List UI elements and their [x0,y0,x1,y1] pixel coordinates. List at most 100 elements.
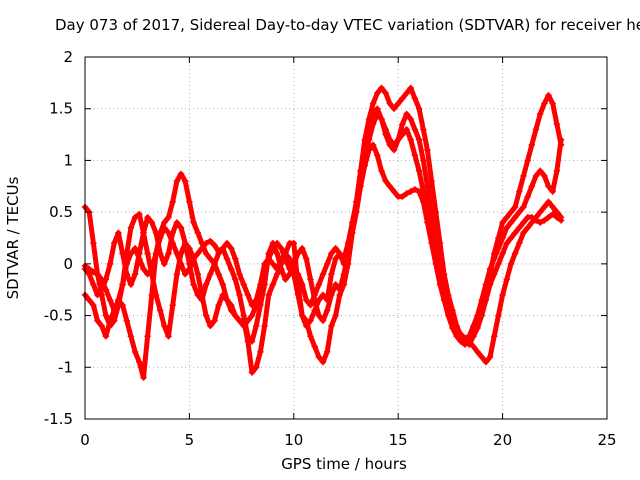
data-point [294,271,302,278]
data-point [98,276,105,283]
data-point [482,296,490,304]
data-point [511,203,519,211]
data-point [98,322,105,330]
data-point [253,296,260,304]
data-point [545,92,552,99]
data-point [491,333,498,340]
x-tick-label: 5 [185,431,195,449]
data-point [290,240,297,247]
data-point [432,208,439,216]
data-point [403,126,410,133]
x-tick-label: 20 [493,431,512,449]
y-axis-label: SDTVAR / TECUs [4,176,22,299]
x-tick-label: 0 [80,431,90,449]
data-point [549,100,556,107]
data-point [194,291,201,299]
data-point [532,126,540,133]
data-point [127,281,135,288]
data-point [403,110,410,118]
data-point [390,105,398,112]
data-point [503,224,510,231]
data-point [152,229,160,236]
data-point [369,100,377,107]
data-point [507,234,515,242]
data-point [532,172,540,180]
data-point [386,136,393,143]
data-point [557,136,565,143]
data-point [553,121,561,128]
data-point [520,172,527,180]
data-point [299,245,306,252]
data-point [399,131,406,138]
data-point [140,265,147,273]
data-point [491,271,498,278]
y-tick-label: -1 [58,358,73,376]
data-point [403,190,410,197]
data-point [265,255,272,262]
data-point [236,317,243,324]
data-point [553,208,561,216]
data-point [303,255,310,262]
data-point [461,341,469,348]
data-point [499,250,506,257]
data-point [428,177,435,185]
data-point [495,245,502,252]
data-point [445,307,452,314]
data-point [127,250,135,257]
data-point [503,276,510,283]
data-point [140,374,147,381]
data-point [148,219,155,226]
data-point [524,193,531,200]
data-point [545,183,552,190]
y-tick-label: 1.5 [49,100,73,118]
data-point [516,208,523,216]
data-point [253,322,260,330]
data-point [290,265,297,273]
data-point [332,245,339,252]
data-point [152,291,160,299]
data-point [207,322,214,330]
data-point [90,240,97,247]
data-point [228,307,235,314]
data-point [127,333,135,340]
data-point [207,255,214,262]
data-point [286,271,293,278]
data-point [269,260,277,268]
data-point [319,358,327,366]
data-point [278,255,285,262]
data-point [303,296,310,304]
data-point [428,229,435,236]
data-point [140,229,147,236]
data-point [474,324,481,332]
data-point [420,157,427,164]
data-point [177,260,185,268]
data-point [307,333,314,340]
data-point [336,286,343,293]
data-point [90,302,97,309]
data-point [415,136,423,143]
data-point [332,255,339,262]
data-point [144,271,151,278]
data-point [491,255,498,262]
data-point [265,291,272,299]
data-point [136,211,143,218]
data-point [415,105,423,112]
data-point [102,312,110,319]
data-point [186,265,193,273]
data-point [190,255,197,262]
data-point [157,234,164,242]
x-tick-label: 10 [284,431,303,449]
data-point [123,260,130,268]
data-point [511,250,519,257]
data-point [315,353,323,361]
data-point [511,214,519,221]
data-point [457,331,464,338]
data-point [177,224,185,231]
data-point [524,157,531,164]
data-point [165,333,172,340]
data-point [161,322,168,330]
data-point [378,115,385,123]
data-point [332,281,339,288]
data-point [165,214,172,221]
data-point [123,317,130,324]
